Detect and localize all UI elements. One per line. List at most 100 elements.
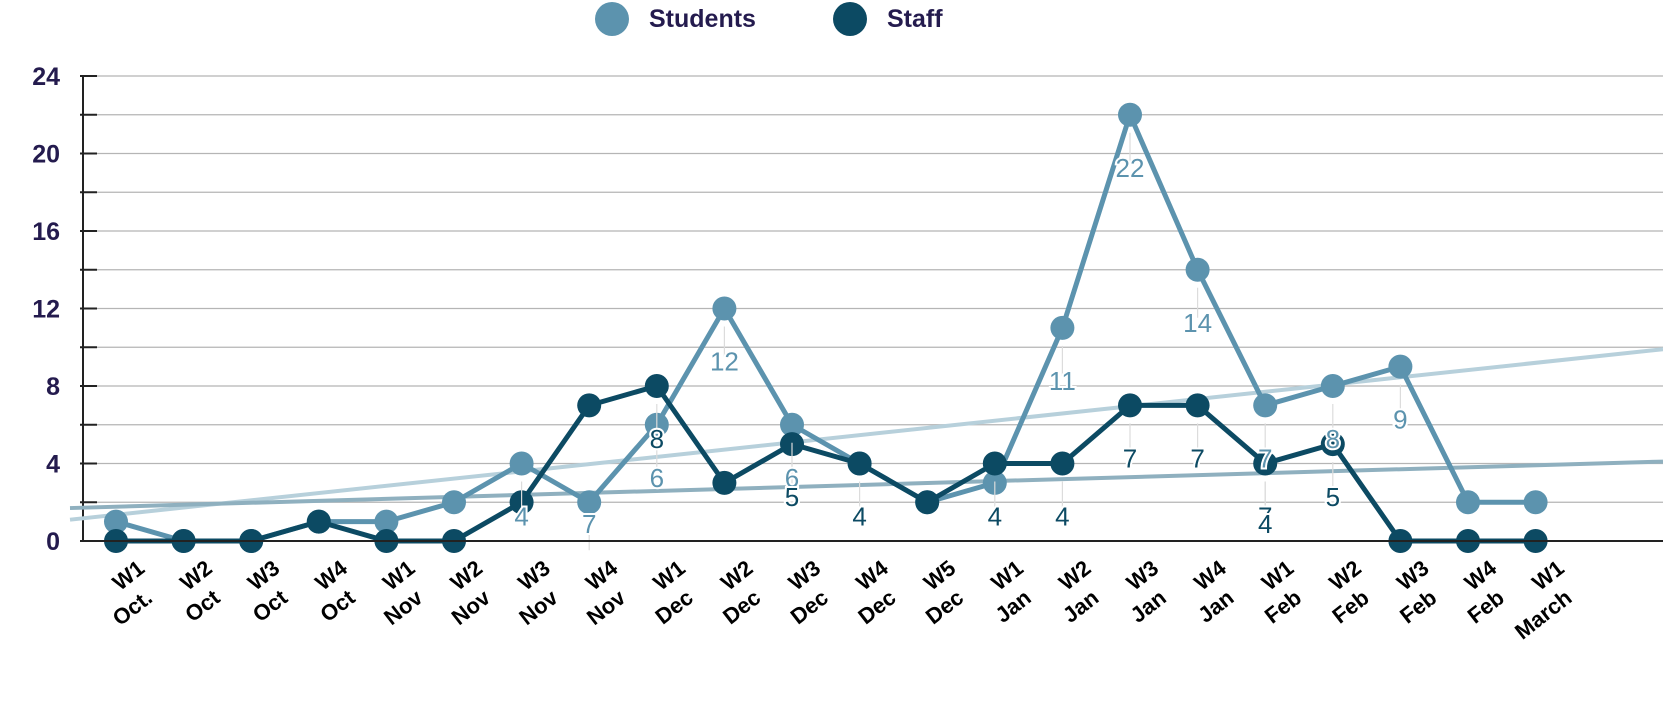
legend-marker-staff	[833, 2, 867, 36]
point-students	[1118, 102, 1142, 127]
data-label-staff: 5	[1326, 482, 1340, 512]
y-tick-label: 8	[46, 373, 60, 401]
data-label-staff: 4	[988, 502, 1002, 532]
point-staff	[847, 451, 872, 476]
point-students	[577, 490, 602, 515]
x-tick-label: W2Nov	[429, 555, 504, 630]
x-tick-label: W1Nov	[362, 555, 437, 630]
data-label-students: 6	[785, 463, 799, 493]
legend-label-students: Students	[649, 4, 756, 33]
data-label-staff: 4	[1055, 502, 1069, 532]
data-label-staff: 8	[650, 424, 664, 454]
x-tick-label: W3Dec	[768, 555, 842, 629]
point-staff	[1118, 393, 1142, 418]
point-staff	[1050, 451, 1075, 476]
x-tick-label: W4Oct	[298, 555, 370, 627]
series-lines	[104, 102, 1548, 553]
point-staff	[644, 374, 669, 398]
x-tick-label-line: Nov	[582, 584, 631, 630]
data-label-students: 14	[1183, 308, 1212, 338]
point-students	[1185, 257, 1210, 282]
data-label-staff: 7	[1190, 443, 1204, 473]
legend-label-staff: Staff	[887, 4, 943, 33]
y-tick-label: 16	[32, 218, 60, 246]
trendline-students	[69, 347, 1663, 522]
point-students	[104, 509, 128, 534]
data-label-staff: 4	[852, 502, 866, 532]
x-tick-label: W1Jan	[973, 555, 1045, 627]
x-axis: W1Oct.W2OctW3OctW4OctW1NovW2NovW3NovW4No…	[83, 540, 1663, 644]
trendline-staff	[69, 459, 1663, 511]
y-tick-label: 12	[32, 296, 60, 324]
x-tick-label-line: Jan	[990, 585, 1035, 628]
point-staff	[1320, 432, 1345, 457]
legend-marker-students	[595, 2, 629, 36]
point-students	[780, 412, 804, 437]
series-line-staff	[116, 383, 1536, 544]
point-students	[1320, 374, 1345, 398]
x-tick-label-line: Jan	[1126, 585, 1171, 628]
x-tick-label: W3Oct	[231, 555, 302, 627]
point-students	[1253, 393, 1278, 418]
x-tick-label-line: Feb	[1463, 585, 1509, 629]
x-tick-label: W4Jan	[1176, 555, 1249, 628]
series-line-students	[115, 112, 1536, 544]
x-tick-label: W4Nov	[565, 555, 640, 630]
x-tick-label: W2Feb	[1310, 555, 1383, 628]
data-label-students: 7	[1258, 443, 1272, 473]
x-tick-label-line: Feb	[1395, 585, 1441, 629]
data-label-students: 4	[514, 502, 528, 532]
point-staff	[577, 393, 602, 418]
trendlines	[69, 347, 1663, 522]
y-tick-label: 4	[46, 451, 60, 479]
data-label-staff: 7	[1258, 502, 1272, 532]
point-students	[1523, 490, 1548, 515]
point-staff	[1185, 393, 1210, 418]
x-tick-label: W1Feb	[1243, 555, 1316, 628]
point-staff	[915, 490, 940, 515]
data-label-staff: 5	[785, 482, 799, 512]
data-label-students: 12	[710, 347, 739, 377]
data-label-staff: 4	[1258, 509, 1272, 539]
x-tick-label-line: Jan	[1193, 585, 1238, 628]
x-tick-label-line: Dec	[650, 585, 697, 630]
data-label-students: 6	[650, 463, 664, 493]
y-tick-label: 24	[32, 63, 60, 91]
point-staff	[1253, 451, 1278, 476]
legend-item-staff: Staff	[833, 2, 943, 36]
point-students	[1388, 354, 1413, 379]
point-staff	[306, 509, 331, 534]
x-tick-label: W1Oct.	[91, 555, 167, 631]
x-tick-label: W5Dec	[904, 555, 978, 629]
x-tick-label-line: Feb	[1260, 585, 1306, 629]
data-label-students: 22	[1116, 153, 1145, 183]
x-tick-label-line: Nov	[379, 584, 428, 630]
point-students	[509, 451, 534, 476]
x-tick-label-line: Jan	[1058, 585, 1103, 628]
point-students	[1050, 315, 1075, 340]
x-tick-label: W4Feb	[1445, 555, 1519, 629]
x-tick-label: W2Dec	[701, 555, 775, 629]
point-students	[442, 490, 466, 515]
point-students	[1456, 490, 1480, 515]
x-tick-label: W3Nov	[497, 555, 572, 630]
y-tick-label: 0	[46, 528, 60, 556]
x-tick-label-line: Nov	[514, 584, 563, 630]
data-label-students: 8	[1326, 424, 1340, 454]
x-tick-label: W1Dec	[633, 555, 707, 629]
data-label-students: 11	[1049, 366, 1076, 396]
x-tick-label-line: Dec	[853, 585, 900, 630]
x-tick-label-line: Nov	[447, 584, 496, 630]
x-tick-label: W2Oct	[163, 555, 234, 627]
legend: Students Staff	[0, 0, 1663, 40]
x-tick-label-line: Dec	[921, 585, 968, 630]
y-tick-label: 20	[32, 141, 60, 169]
x-tick-label: W3Feb	[1378, 555, 1451, 628]
x-tick-label: W3Jan	[1108, 555, 1180, 627]
legend-item-students: Students	[595, 2, 756, 36]
point-staff	[712, 470, 737, 495]
x-tick-label-line: Dec	[718, 585, 765, 630]
data-label-students: 9	[1393, 405, 1407, 435]
data-label-staff: 7	[1123, 443, 1137, 473]
